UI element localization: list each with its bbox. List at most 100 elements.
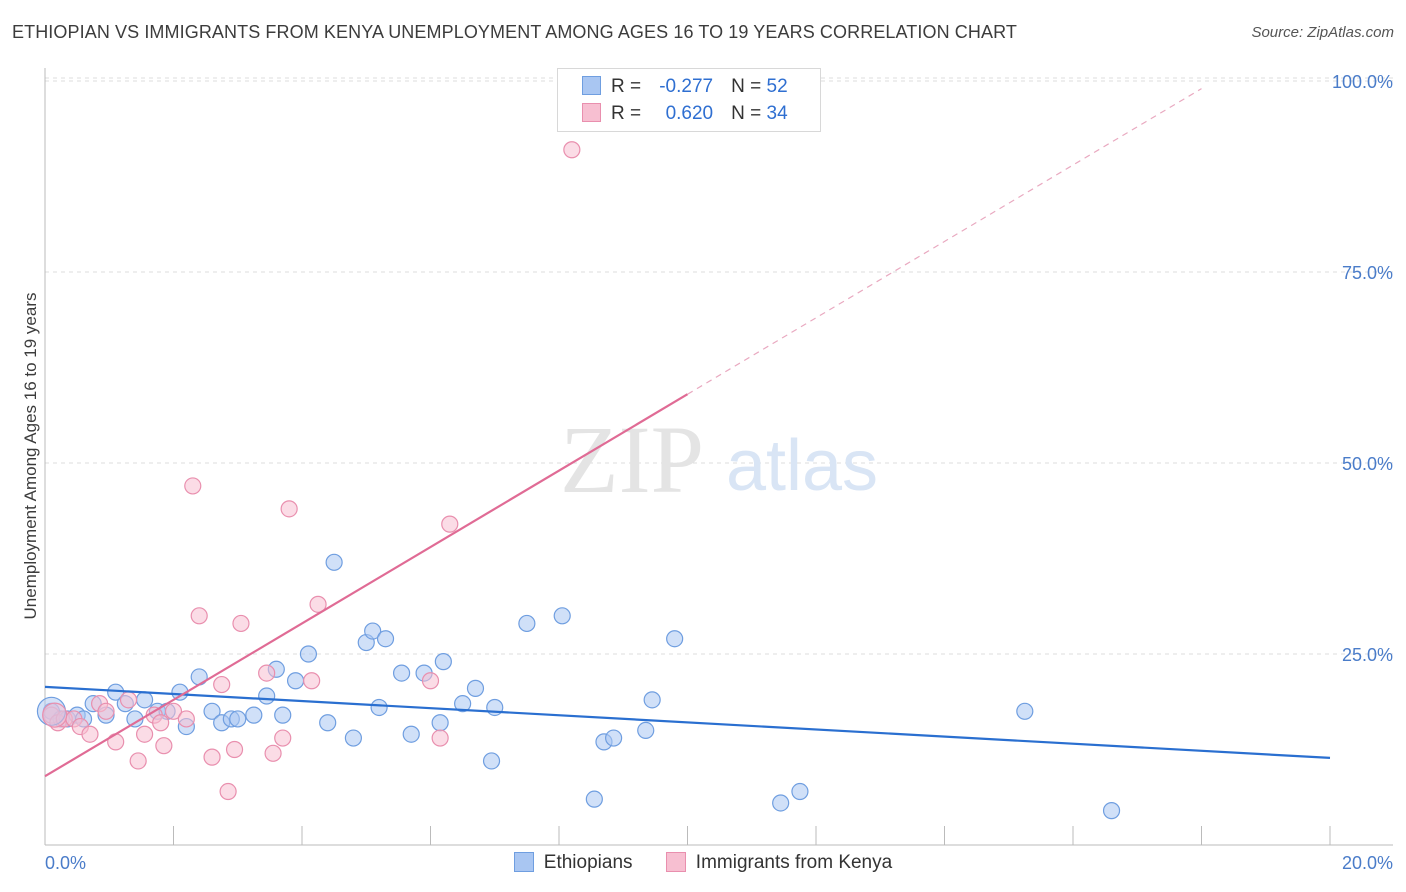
- kenya-point: [164, 702, 183, 720]
- ethiopians-point: [643, 691, 661, 709]
- axes: [44, 68, 1393, 846]
- kenya-point: [135, 725, 154, 743]
- legend-n-label: N =: [731, 76, 762, 97]
- kenya-point: [421, 672, 440, 690]
- legend-n-label: N =: [731, 103, 762, 124]
- kenya-point: [184, 477, 202, 495]
- x-tick-label: 0.0%: [45, 853, 86, 873]
- ethiopians-point: [135, 691, 154, 709]
- source-label: Source: ZipAtlas.com: [1251, 24, 1394, 41]
- ethiopians-point: [325, 553, 343, 571]
- legend-swatch-pink: [582, 103, 601, 122]
- ethiopians-point: [605, 729, 623, 747]
- ethiopians-point: [431, 714, 449, 732]
- watermark-atlas: atlas: [726, 426, 878, 506]
- kenya-trend-line: [44, 393, 689, 778]
- series-legend: Ethiopians Immigrants from Kenya: [0, 852, 1406, 874]
- ethiopians-point: [229, 710, 247, 728]
- ethiopians-point: [637, 721, 655, 740]
- ethiopians-point: [518, 614, 536, 633]
- kenya-point: [129, 752, 147, 770]
- ethiopians-point: [190, 668, 208, 686]
- kenya-point: [177, 710, 195, 728]
- ethiopians-point: [344, 729, 362, 747]
- kenya-point: [280, 500, 298, 518]
- ethiopians-point: [482, 752, 501, 770]
- ethiopians-point: [392, 664, 411, 682]
- y-axis-title: Unemployment Among Ages 16 to 19 years: [21, 293, 40, 620]
- ethiopians-point: [274, 706, 292, 724]
- kenya-point: [155, 737, 173, 755]
- kenya-point: [152, 714, 170, 732]
- ethiopians-point: [553, 607, 571, 625]
- kenya-point: [563, 141, 581, 159]
- y-tick-label: 100.0%: [1332, 72, 1393, 92]
- ethiopians-point: [370, 698, 388, 717]
- stats-legend: R = -0.277 N = 52 R = 0.620 N = 34: [557, 68, 821, 132]
- kenya-point: [97, 702, 115, 720]
- ethiopians-point: [245, 706, 263, 724]
- legend-item-ethiopians[interactable]: Ethiopians: [513, 852, 633, 874]
- data-points: [36, 141, 1121, 820]
- kenya-point: [203, 748, 221, 766]
- legend-r-label: R =: [611, 76, 642, 97]
- ethiopians-point: [402, 725, 420, 743]
- kenya-point: [190, 607, 208, 625]
- ethiopians-point: [1016, 702, 1034, 720]
- ethiopians-point: [319, 714, 337, 732]
- kenya-point: [264, 744, 282, 762]
- kenya-point: [213, 675, 231, 694]
- tick-labels: 25.0% 50.0% 75.0% 100.0% 0.0% 20.0%: [45, 72, 1393, 873]
- ethiopians-point: [299, 645, 318, 663]
- kenya-point: [303, 672, 321, 690]
- ethiopians-trend-line: [44, 685, 1331, 760]
- kenya-point: [219, 782, 237, 801]
- ethiopians-point: [454, 695, 472, 713]
- ethiopians-point: [203, 702, 221, 720]
- kenya-point: [225, 740, 244, 759]
- watermark-zip: ZIP: [560, 406, 704, 513]
- kenya-point: [107, 733, 125, 751]
- chart-title: ETHIOPIAN VS IMMIGRANTS FROM KENYA UNEMP…: [12, 22, 1017, 42]
- kenya-point: [431, 729, 449, 747]
- legend-row-kenya: R = 0.620 N = 34: [582, 103, 788, 129]
- grid-lines: [45, 77, 1393, 655]
- legend-r-label: R =: [611, 103, 642, 124]
- legend-row-ethiopians: R = -0.277 N = 52: [582, 76, 788, 102]
- legend-label: Ethiopians: [543, 852, 633, 873]
- ethiopians-point: [258, 687, 276, 705]
- kenya-point: [309, 595, 327, 613]
- kenya-point: [81, 725, 99, 743]
- ethiopians-point: [585, 790, 603, 808]
- legend-swatch-pink: [665, 852, 686, 872]
- legend-r-value: 0.620: [665, 103, 714, 124]
- legend-n-value: 34: [766, 103, 788, 124]
- legend-swatch-blue: [513, 852, 534, 872]
- ethiopians-point: [772, 794, 790, 812]
- ethiopians-point: [286, 672, 305, 690]
- legend-item-kenya[interactable]: Immigrants from Kenya: [665, 852, 893, 874]
- legend-label: Immigrants from Kenya: [695, 852, 893, 873]
- kenya-point: [119, 691, 138, 709]
- kenya-point: [441, 515, 459, 533]
- x-tick-label: 20.0%: [1342, 853, 1393, 873]
- legend-r-value: -0.277: [659, 76, 714, 97]
- ethiopians-point: [434, 653, 452, 671]
- ethiopians-point: [791, 782, 809, 801]
- legend-swatch-blue: [582, 76, 601, 95]
- y-tick-label: 75.0%: [1342, 263, 1393, 283]
- ethiopians-point: [1102, 802, 1121, 820]
- ethiopians-point: [666, 630, 684, 648]
- kenya-point: [232, 614, 250, 633]
- ethiopians-point: [376, 630, 395, 648]
- kenya-trend-extension: [687, 88, 1202, 395]
- watermark: ZIP atlas: [560, 406, 878, 513]
- kenya-cluster-point: [42, 702, 68, 728]
- ethiopians-point: [364, 622, 382, 640]
- y-tick-label: 50.0%: [1342, 454, 1393, 474]
- ethiopians-point: [466, 679, 485, 697]
- trend-lines: [44, 88, 1331, 778]
- kenya-point: [274, 729, 292, 747]
- legend-n-value: 52: [766, 76, 788, 97]
